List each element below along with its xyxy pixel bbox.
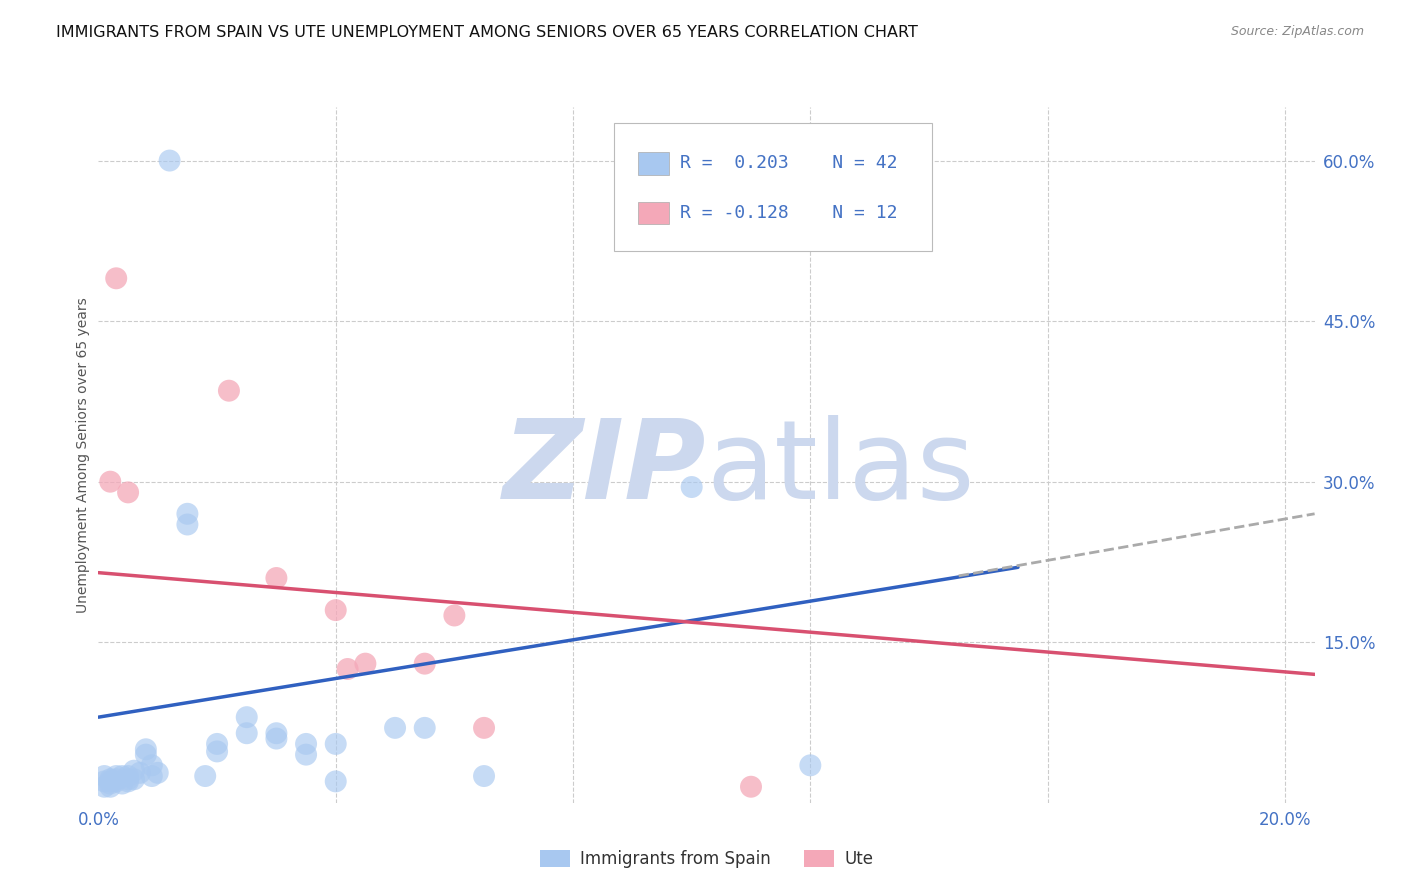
Point [122, 764, 145, 778]
Point [354, 657, 377, 671]
Point [799, 758, 821, 772]
Point [413, 657, 436, 671]
Point [122, 772, 145, 787]
Text: R = -0.128    N = 12: R = -0.128 N = 12 [681, 204, 898, 222]
Point [135, 747, 157, 762]
Point [336, 662, 359, 676]
Point [141, 769, 163, 783]
Point [93, 780, 115, 794]
Point [325, 603, 347, 617]
Point [117, 774, 139, 789]
Point [325, 774, 347, 789]
Text: R =  0.203    N = 42: R = 0.203 N = 42 [681, 154, 898, 172]
Text: atlas: atlas [707, 416, 974, 523]
Point [472, 769, 495, 783]
Text: IMMIGRANTS FROM SPAIN VS UTE UNEMPLOYMENT AMONG SENIORS OVER 65 YEARS CORRELATIO: IMMIGRANTS FROM SPAIN VS UTE UNEMPLOYMEN… [56, 25, 918, 40]
Text: Source: ZipAtlas.com: Source: ZipAtlas.com [1230, 25, 1364, 38]
Point [117, 485, 139, 500]
Point [740, 780, 762, 794]
Point [176, 517, 198, 532]
Point [159, 153, 181, 168]
Point [105, 772, 128, 787]
Point [105, 769, 128, 783]
Point [176, 507, 198, 521]
Point [98, 776, 121, 790]
Point [235, 710, 257, 724]
Point [105, 774, 128, 789]
Point [98, 780, 121, 794]
Point [93, 774, 115, 789]
Point [325, 737, 347, 751]
Point [295, 747, 318, 762]
Point [472, 721, 495, 735]
Point [93, 769, 115, 783]
Point [205, 744, 228, 758]
Point [129, 765, 152, 780]
Legend: Immigrants from Spain, Ute: Immigrants from Spain, Ute [533, 843, 880, 874]
Point [111, 769, 134, 783]
Point [98, 772, 121, 787]
Point [194, 769, 217, 783]
Point [266, 731, 288, 746]
Text: ZIP: ZIP [503, 416, 707, 523]
Point [413, 721, 436, 735]
Point [146, 765, 169, 780]
Point [384, 721, 406, 735]
Point [266, 571, 288, 585]
Point [117, 772, 139, 787]
Point [98, 475, 121, 489]
Point [205, 737, 228, 751]
Point [295, 737, 318, 751]
Point [443, 608, 465, 623]
Point [117, 769, 139, 783]
Point [266, 726, 288, 740]
Y-axis label: Unemployment Among Seniors over 65 years: Unemployment Among Seniors over 65 years [76, 297, 90, 613]
Point [98, 774, 121, 789]
Point [681, 480, 703, 494]
Point [111, 776, 134, 790]
Point [141, 758, 163, 772]
Point [235, 726, 257, 740]
Point [218, 384, 240, 398]
Point [105, 271, 128, 285]
Point [135, 742, 157, 756]
